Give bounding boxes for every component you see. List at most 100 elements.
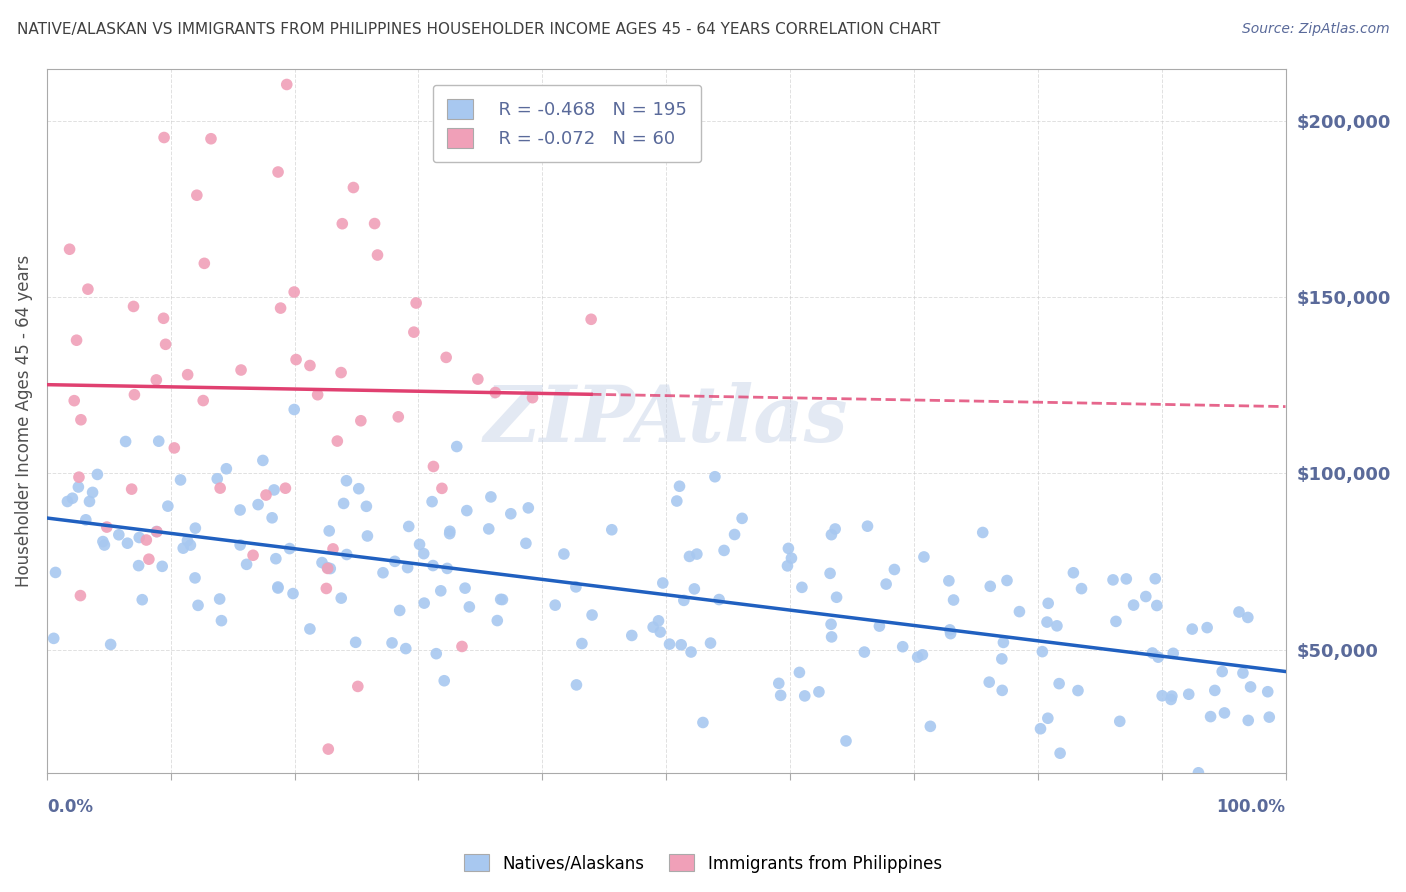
Point (939, 623, 962, 637)
Point (184, 521, 207, 535)
Point (254, 488, 277, 502)
Point (336, 548, 359, 562)
Point (780, 551, 803, 566)
Point (1187, 765, 1209, 780)
Point (413, 596, 436, 610)
Text: Source: ZipAtlas.com: Source: ZipAtlas.com (1241, 22, 1389, 37)
Point (665, 494, 688, 508)
Point (209, 614, 232, 628)
Point (366, 248, 388, 262)
Point (242, 548, 264, 562)
Point (1115, 572, 1137, 586)
Point (402, 325, 425, 339)
Point (491, 592, 513, 607)
Point (451, 640, 474, 654)
Point (571, 636, 593, 650)
Point (93, 538, 115, 552)
Point (276, 78, 298, 92)
Point (1036, 711, 1059, 725)
Text: NATIVE/ALASKAN VS IMMIGRANTS FROM PHILIPPINES HOUSEHOLDER INCOME AGES 45 - 64 YE: NATIVE/ALASKAN VS IMMIGRANTS FROM PHILIP… (17, 22, 941, 37)
Point (789, 665, 811, 680)
Point (252, 453, 274, 467)
Point (322, 541, 344, 556)
Point (1232, 666, 1254, 681)
Point (145, 524, 167, 539)
Point (553, 547, 575, 561)
Point (1029, 722, 1052, 736)
Point (117, 536, 139, 550)
Point (425, 647, 447, 661)
Point (332, 496, 354, 510)
Point (209, 481, 232, 495)
Point (681, 645, 703, 659)
Point (907, 650, 929, 665)
Point (776, 558, 799, 573)
Point (972, 525, 994, 540)
Point (311, 556, 333, 570)
Point (1105, 615, 1128, 629)
Point (356, 500, 378, 514)
Point (544, 598, 567, 612)
Point (58, 242, 80, 256)
Point (824, 522, 846, 536)
Point (1258, 710, 1281, 724)
Point (793, 689, 815, 703)
Point (1102, 573, 1125, 587)
Point (330, 217, 353, 231)
Point (114, 434, 136, 449)
Point (703, 469, 725, 483)
Point (128, 531, 150, 545)
Point (335, 474, 357, 488)
Point (1160, 692, 1182, 706)
Point (307, 388, 329, 402)
Point (478, 522, 501, 536)
Point (439, 524, 461, 539)
Point (146, 524, 169, 539)
Legend: Natives/Alaskans, Immigrants from Philippines: Natives/Alaskans, Immigrants from Philip… (457, 847, 949, 880)
Point (193, 256, 215, 270)
Point (263, 483, 285, 497)
Point (692, 715, 714, 730)
Point (356, 529, 378, 543)
Point (152, 311, 174, 326)
Point (396, 560, 419, 574)
Point (229, 538, 252, 552)
Point (121, 482, 143, 496)
Point (991, 652, 1014, 666)
Point (156, 499, 179, 513)
Point (650, 625, 672, 640)
Point (316, 742, 339, 756)
Point (517, 500, 540, 515)
Point (991, 683, 1014, 698)
Point (298, 622, 321, 636)
Point (283, 285, 305, 299)
Point (790, 580, 813, 594)
Text: 0.0%: 0.0% (46, 797, 93, 815)
Point (65, 333, 87, 347)
Point (422, 558, 444, 573)
Point (820, 630, 842, 644)
Point (1199, 709, 1222, 723)
Point (768, 676, 790, 690)
Point (1160, 689, 1182, 703)
Point (86, 467, 108, 482)
Point (316, 561, 339, 575)
Point (1204, 683, 1226, 698)
Point (384, 554, 406, 568)
Point (1197, 621, 1219, 635)
Point (1047, 676, 1070, 690)
Point (939, 626, 962, 640)
Point (186, 188, 208, 202)
Point (187, 599, 209, 613)
Point (247, 498, 270, 512)
Point (70, 413, 93, 427)
Point (458, 599, 481, 614)
Point (82, 485, 104, 500)
Point (69, 589, 91, 603)
Point (412, 547, 434, 561)
Point (350, 414, 373, 428)
Point (274, 481, 297, 495)
Point (835, 734, 858, 748)
Point (283, 402, 305, 417)
Point (398, 519, 420, 533)
